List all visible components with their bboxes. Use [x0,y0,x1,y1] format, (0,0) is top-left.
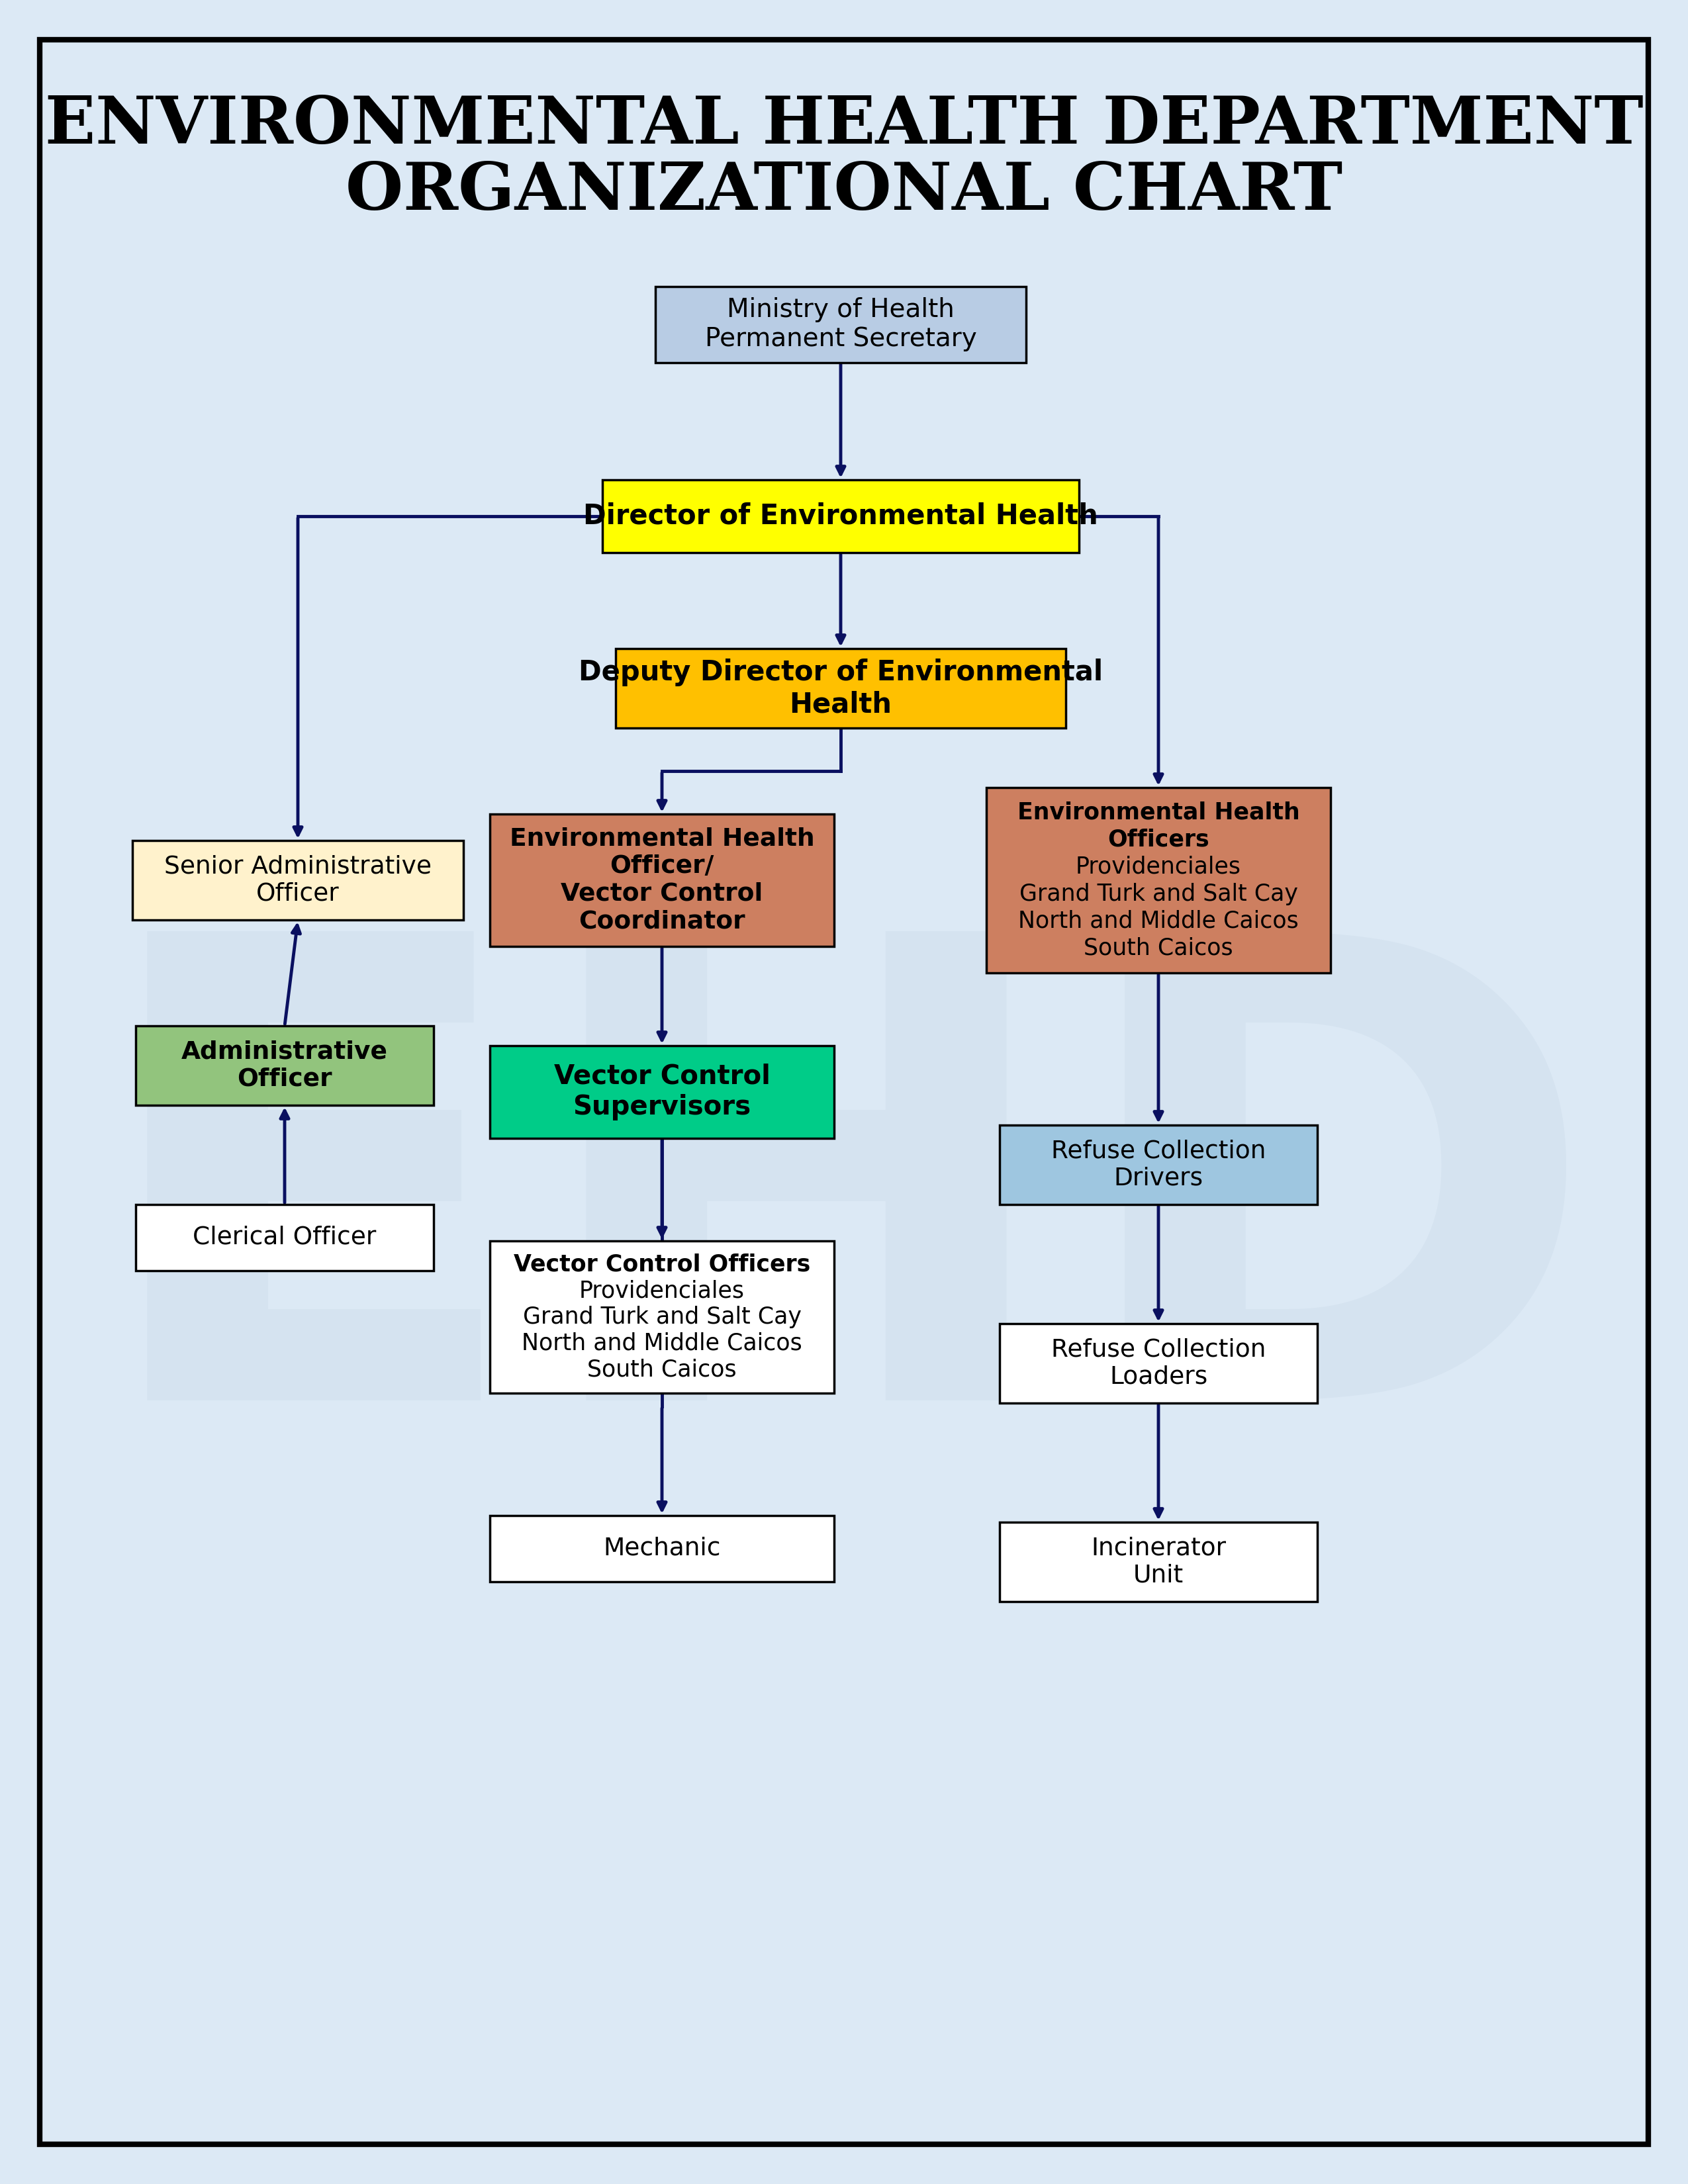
Text: Environmental Health
Officer/
Vector Control
Coordinator: Environmental Health Officer/ Vector Con… [510,828,814,933]
Text: Grand Turk and Salt Cay: Grand Turk and Salt Cay [1020,882,1298,904]
FancyBboxPatch shape [490,1241,834,1393]
FancyBboxPatch shape [999,1522,1317,1601]
FancyBboxPatch shape [655,286,1026,363]
FancyBboxPatch shape [41,39,1647,2145]
Text: ENVIRONMENTAL HEALTH DEPARTMENT: ENVIRONMENTAL HEALTH DEPARTMENT [46,94,1642,157]
Text: ORGANIZATIONAL CHART: ORGANIZATIONAL CHART [346,159,1342,225]
Text: Officers: Officers [1107,828,1209,850]
FancyBboxPatch shape [490,1046,834,1138]
FancyBboxPatch shape [999,1324,1317,1402]
FancyBboxPatch shape [986,788,1330,972]
Text: EHD: EHD [88,911,1600,1535]
Text: Deputy Director of Environmental
Health: Deputy Director of Environmental Health [579,657,1102,719]
Text: Clerical Officer: Clerical Officer [192,1225,376,1249]
FancyBboxPatch shape [616,649,1065,727]
FancyBboxPatch shape [132,841,464,919]
Text: Vector Control
Supervisors: Vector Control Supervisors [554,1064,770,1120]
FancyBboxPatch shape [135,1206,434,1271]
Text: Grand Turk and Salt Cay: Grand Turk and Salt Cay [523,1306,802,1328]
Text: Providenciales: Providenciales [579,1280,744,1302]
Text: Administrative
Officer: Administrative Officer [181,1040,388,1092]
Text: Incinerator
Unit: Incinerator Unit [1090,1535,1225,1588]
Text: Senior Administrative
Officer: Senior Administrative Officer [164,854,432,906]
Text: Mechanic: Mechanic [603,1538,721,1562]
Text: North and Middle Caicos: North and Middle Caicos [522,1332,802,1354]
FancyBboxPatch shape [603,480,1079,553]
Text: Ministry of Health
Permanent Secretary: Ministry of Health Permanent Secretary [706,297,977,352]
FancyBboxPatch shape [999,1125,1317,1206]
Text: Providenciales: Providenciales [1075,856,1241,878]
FancyBboxPatch shape [490,1516,834,1581]
Text: Vector Control Officers: Vector Control Officers [513,1254,810,1275]
Text: South Caicos: South Caicos [587,1358,736,1380]
Text: Environmental Health: Environmental Health [1018,802,1300,823]
Text: North and Middle Caicos: North and Middle Caicos [1018,911,1298,933]
FancyBboxPatch shape [135,1026,434,1105]
FancyBboxPatch shape [490,815,834,946]
Text: Director of Environmental Health: Director of Environmental Health [584,502,1099,531]
Text: Refuse Collection
Loaders: Refuse Collection Loaders [1052,1337,1266,1389]
Text: South Caicos: South Caicos [1084,937,1234,959]
Text: Refuse Collection
Drivers: Refuse Collection Drivers [1052,1140,1266,1190]
